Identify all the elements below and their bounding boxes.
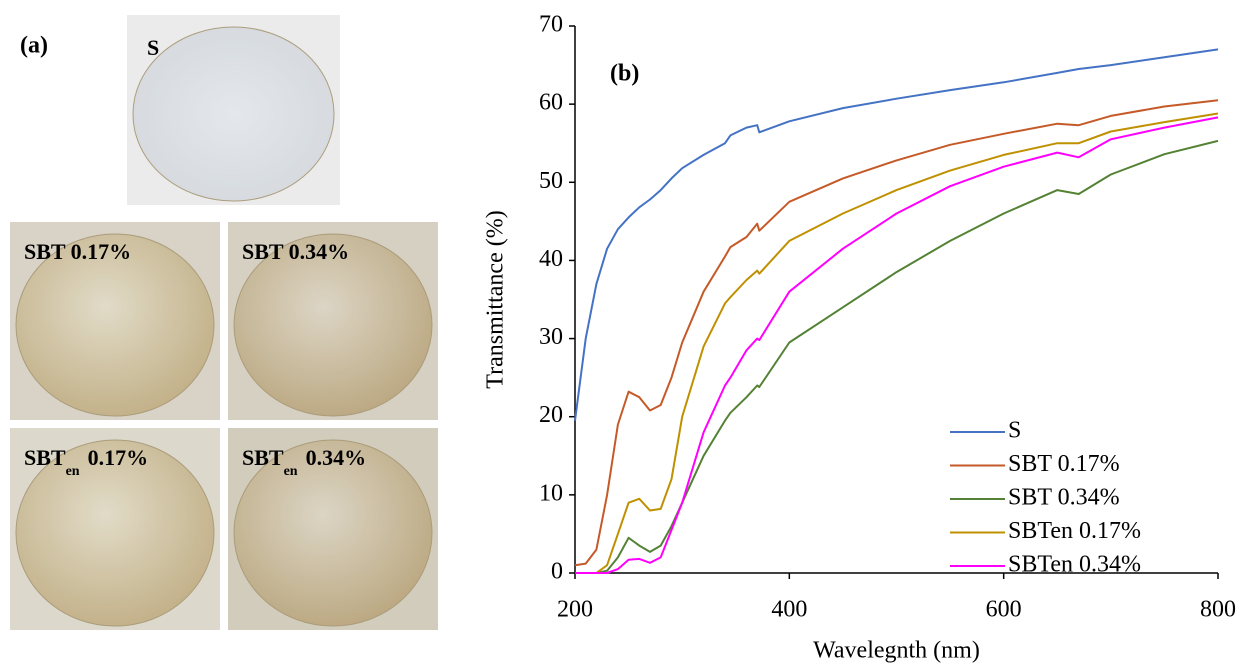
- panel-label: (b): [610, 61, 639, 87]
- y-axis-label: Transmittance (%): [483, 210, 509, 388]
- y-tick-label: 10: [539, 480, 563, 506]
- series-line: [575, 114, 1218, 574]
- legend-label: SBTen 0.34%: [1008, 552, 1141, 578]
- series-line: [575, 117, 1218, 573]
- legend-label: S: [1008, 418, 1021, 444]
- legend-label: SBTen 0.17%: [1008, 518, 1141, 544]
- label-rest: 0.17%: [88, 445, 149, 470]
- y-tick-label: 0: [551, 559, 563, 585]
- y-tick-label: 50: [539, 168, 563, 194]
- x-tick-label: 400: [771, 597, 807, 623]
- y-tick-label: 70: [539, 12, 563, 38]
- series-line: [575, 141, 1218, 573]
- x-tick-label: 200: [557, 597, 593, 623]
- figure: (a) SSBT 0.17%SBT 0.34%SBTen0.17%SBTen0.…: [0, 0, 1242, 666]
- legend-label: SBT 0.17%: [1008, 451, 1120, 477]
- label-sub: en: [66, 464, 80, 479]
- panel-label: (a): [20, 33, 48, 59]
- photo-label: SBT 0.17%: [24, 239, 131, 264]
- label-base: SBT: [24, 445, 66, 470]
- x-axis-label: Wavelegnth (nm): [813, 638, 980, 664]
- legend-label: SBT 0.34%: [1008, 485, 1120, 511]
- chart: 0 10 20 30 40 50 60 70 200 400 600 800 Wavelegnth (n…: [483, 12, 1237, 664]
- film-disc: [133, 27, 334, 201]
- y-tick-label: 40: [539, 246, 563, 272]
- label-rest: 0.34%: [306, 445, 367, 470]
- y-tick-label: 30: [539, 324, 563, 350]
- y-tick-label: 20: [539, 402, 563, 428]
- y-tick-label: 60: [539, 90, 563, 116]
- series-line: [575, 49, 1218, 420]
- x-tick-label: 800: [1200, 597, 1236, 623]
- x-tick-label: 600: [986, 597, 1022, 623]
- label-base: SBT: [242, 445, 284, 470]
- label-sub: en: [284, 464, 298, 479]
- photo-label: SBT 0.34%: [242, 239, 349, 264]
- photo-label: S: [147, 35, 159, 60]
